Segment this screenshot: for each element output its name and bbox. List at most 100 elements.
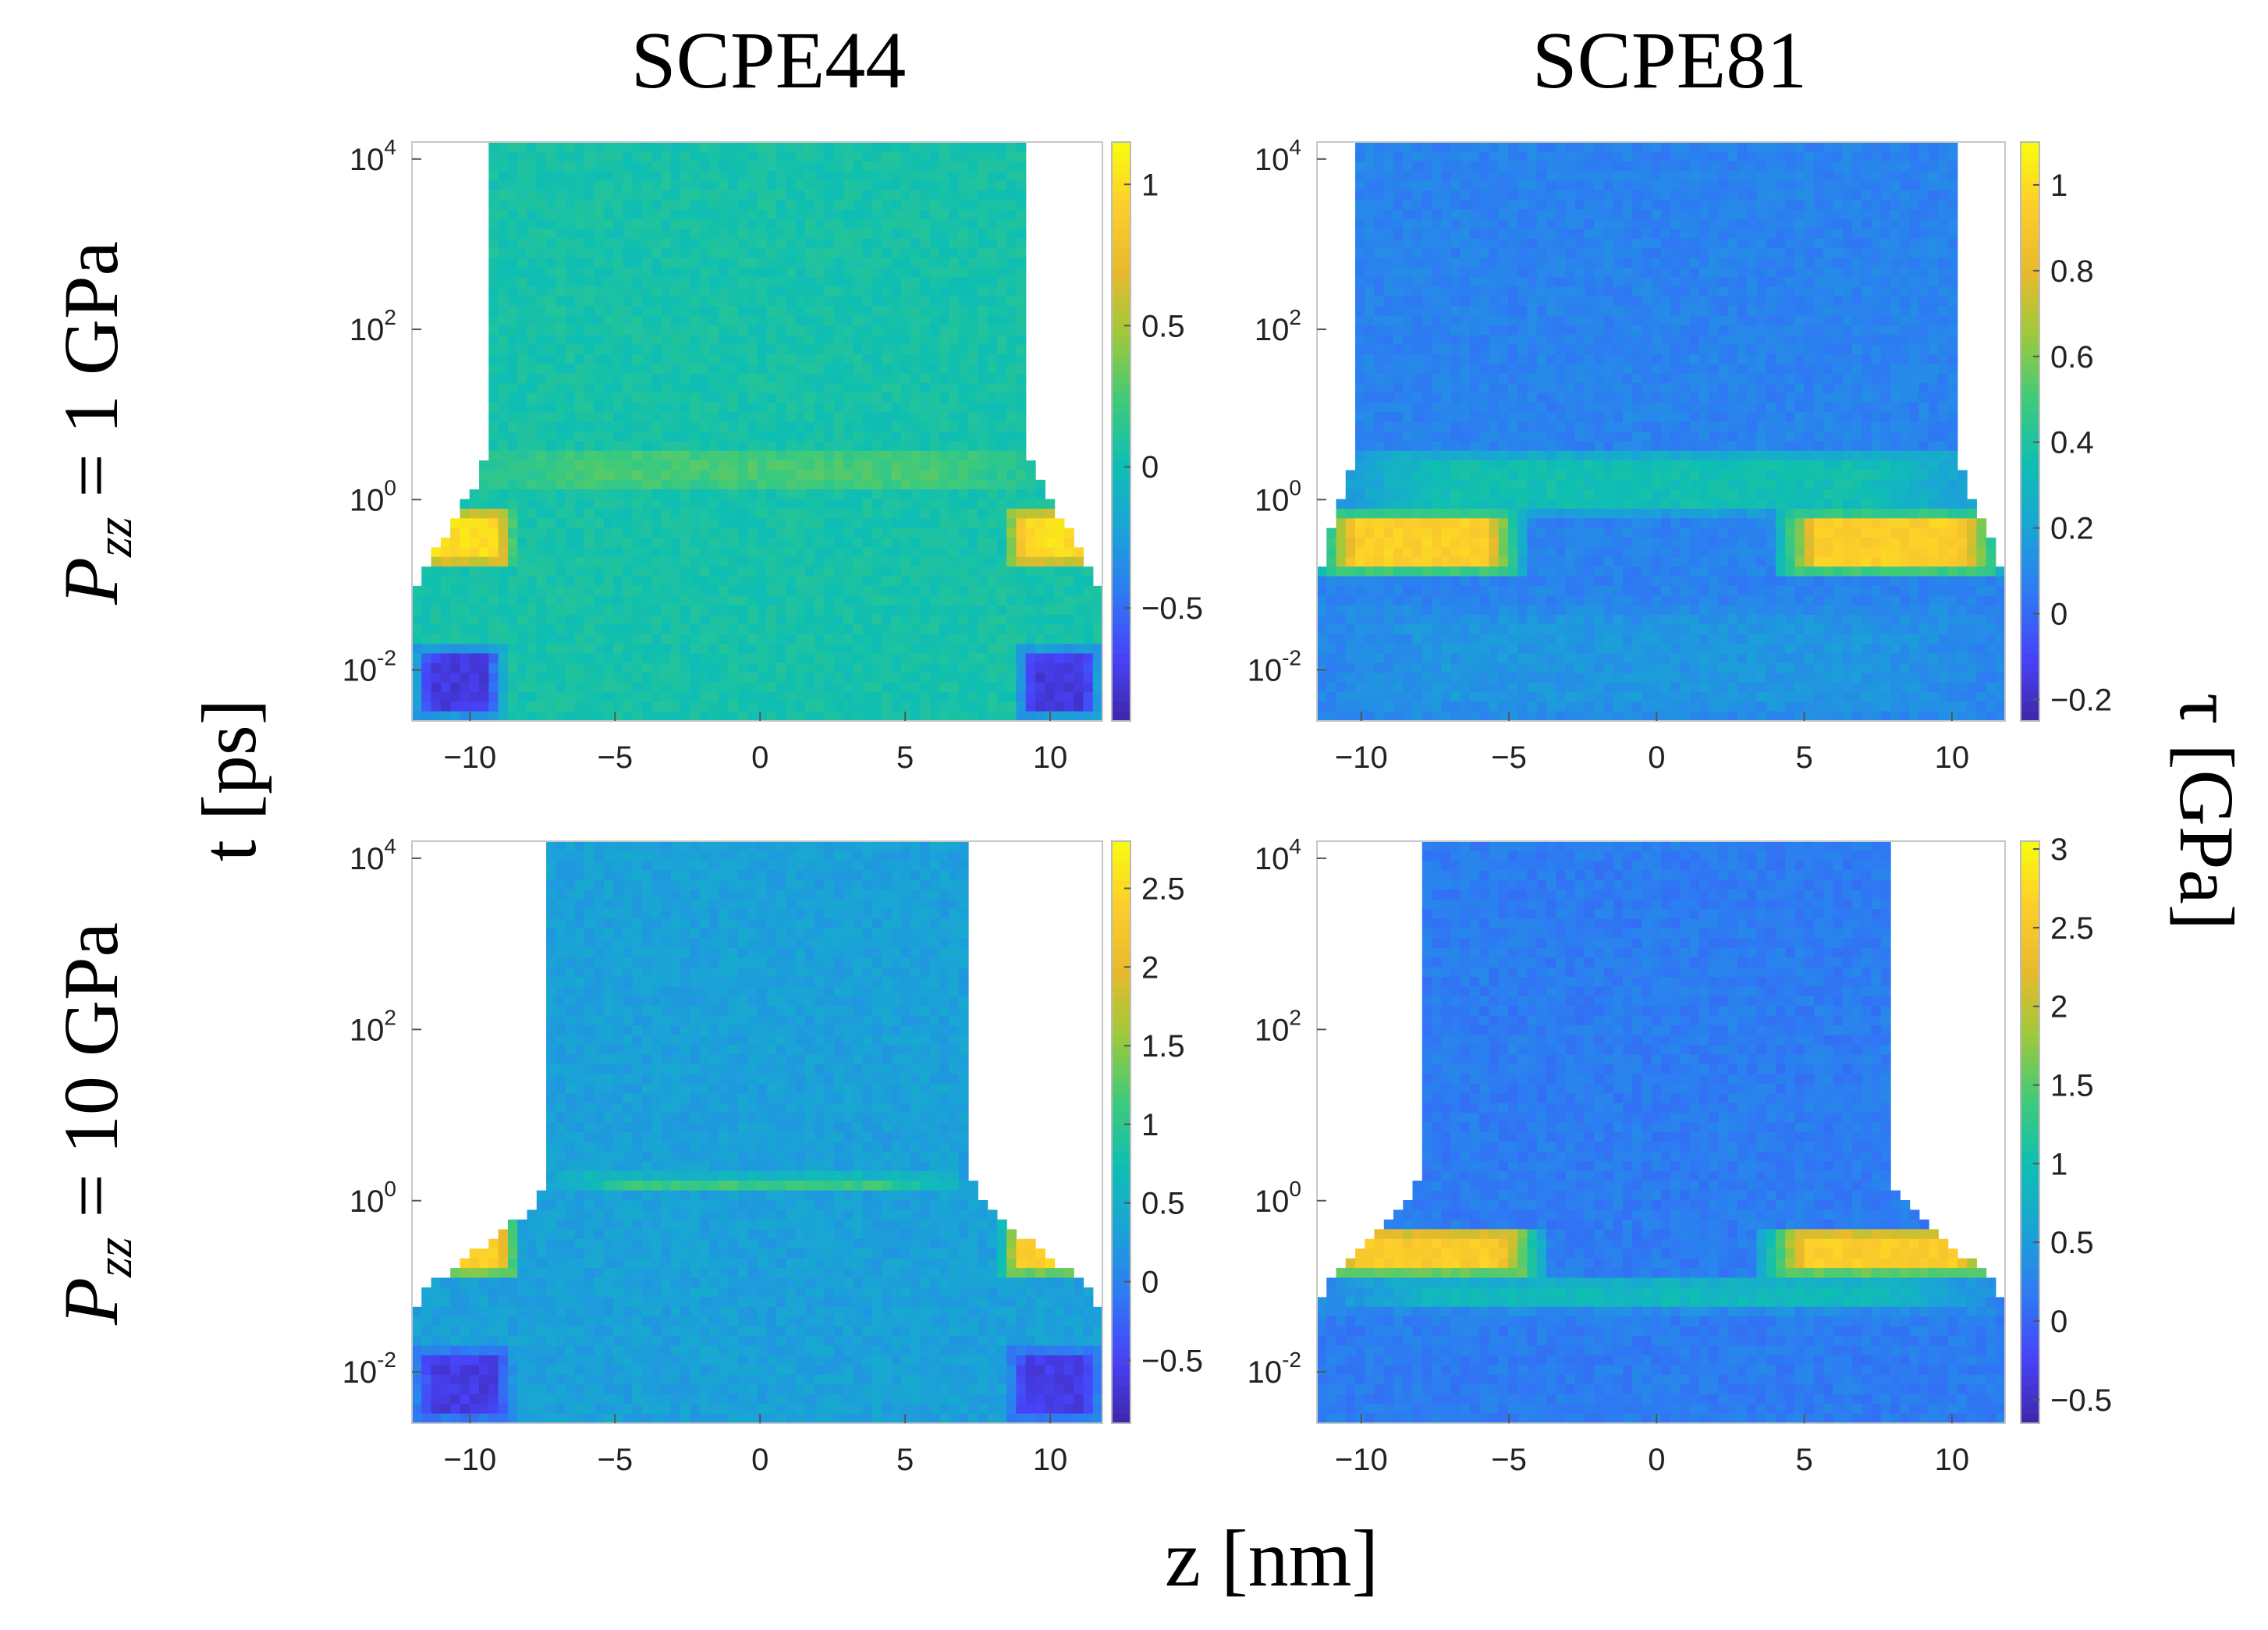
heatmap-cell: [661, 547, 672, 558]
heatmap-cell: [920, 470, 931, 481]
heatmap-cells: [412, 142, 1103, 722]
heatmap-cell: [824, 673, 835, 684]
heatmap-cell: [1365, 325, 1375, 336]
heatmap-cell: [670, 383, 681, 394]
heatmap-cell: [795, 286, 806, 297]
heatmap-cell: [421, 662, 432, 673]
heatmap-cell: [891, 200, 902, 211]
heatmap-cell: [949, 566, 960, 577]
heatmap-cell: [517, 412, 528, 423]
heatmap-cell: [824, 653, 835, 664]
colorbar-segment: [1112, 392, 1130, 403]
heatmap-cell: [1814, 286, 1824, 297]
heatmap-cell: [1374, 218, 1385, 229]
heatmap-cell: [929, 595, 940, 606]
heatmap-cell: [1852, 257, 1862, 268]
heatmap-cell: [1556, 277, 1567, 288]
heatmap-cell: [958, 624, 969, 635]
heatmap-cell: [584, 373, 595, 384]
heatmap-cell: [1938, 296, 1949, 307]
heatmap-cell: [967, 151, 978, 162]
heatmap-cell: [815, 306, 825, 317]
heatmap-cell: [949, 653, 960, 664]
heatmap-cell: [555, 402, 566, 413]
heatmap-cell: [1862, 257, 1872, 268]
heatmap-cell: [1432, 180, 1442, 191]
heatmap-cell: [1083, 634, 1094, 645]
heatmap-cell: [517, 527, 528, 538]
heatmap-cell: [757, 151, 768, 162]
heatmap-cell: [536, 161, 547, 172]
heatmap-cell: [536, 470, 547, 481]
heatmap-cell: [862, 373, 873, 384]
heatmap-cell: [766, 673, 777, 684]
heatmap-cell: [498, 673, 509, 684]
heatmap-cell: [1833, 190, 1844, 201]
heatmap-cell: [833, 576, 844, 587]
heatmap-cell: [623, 653, 634, 664]
heatmap-cell: [565, 556, 576, 567]
heatmap-cell: [555, 412, 566, 423]
heatmap-cell: [920, 218, 931, 229]
heatmap-cell: [1823, 142, 1834, 153]
heatmap-cell: [1918, 200, 1929, 211]
heatmap-cell: [584, 538, 595, 549]
heatmap-cell: [958, 142, 969, 153]
heatmap-cell: [1737, 296, 1748, 307]
heatmap-cell: [1852, 171, 1862, 182]
heatmap-cell: [1460, 180, 1471, 191]
heatmap-cell: [1727, 200, 1738, 211]
heatmap-cell: [709, 576, 720, 587]
heatmap-cell: [900, 701, 911, 712]
heatmap-cell: [1594, 248, 1605, 259]
heatmap-cell: [1016, 585, 1027, 596]
heatmap-cell: [776, 479, 787, 490]
heatmap-cell: [574, 508, 585, 519]
heatmap-cell: [584, 527, 595, 538]
heatmap-cell: [699, 421, 710, 432]
heatmap-cell: [699, 701, 710, 712]
heatmap-cell: [565, 306, 576, 317]
heatmap-cell: [555, 653, 566, 664]
heatmap-cell: [1006, 547, 1017, 558]
heatmap-cell: [1016, 402, 1027, 413]
heatmap-cell: [1432, 267, 1442, 278]
heatmap-cell: [546, 248, 557, 259]
heatmap-cell: [728, 460, 739, 471]
heatmap-cell: [1383, 277, 1394, 288]
heatmap-cell: [747, 518, 758, 529]
heatmap-cell: [949, 286, 960, 297]
heatmap-cell: [469, 556, 480, 567]
heatmap-cell: [910, 527, 921, 538]
heatmap-cell: [1794, 190, 1805, 201]
heatmap-cell: [1536, 171, 1547, 182]
heatmap-cell: [862, 383, 873, 394]
heatmap-cell: [853, 673, 864, 684]
heatmap-cell: [1355, 306, 1365, 317]
heatmap-cell: [815, 595, 825, 606]
heatmap-cell: [987, 673, 998, 684]
heatmap-cell: [574, 441, 585, 452]
heatmap-cell: [527, 277, 538, 288]
heatmap-cell: [719, 383, 729, 394]
heatmap-cell: [766, 325, 777, 336]
heatmap-cell: [1776, 151, 1786, 162]
heatmap-cell: [920, 286, 931, 297]
heatmap-cell: [632, 527, 643, 538]
heatmap-cell: [824, 180, 835, 191]
heatmap-cell: [661, 585, 672, 596]
heatmap-cell: [1556, 238, 1567, 249]
heatmap-cell: [815, 190, 825, 201]
heatmap-cell: [1918, 238, 1929, 249]
heatmap-cell: [623, 595, 634, 606]
heatmap-cell: [1441, 248, 1452, 259]
heatmap-cell: [843, 518, 854, 529]
heatmap-cell: [623, 605, 634, 616]
heatmap-cell: [670, 441, 681, 452]
heatmap-cell: [632, 691, 643, 702]
heatmap-cell: [1025, 460, 1036, 471]
heatmap-cell: [862, 556, 873, 567]
heatmap-cell: [978, 585, 988, 596]
heatmap-cell: [1527, 229, 1538, 240]
heatmap-cell: [728, 644, 739, 655]
